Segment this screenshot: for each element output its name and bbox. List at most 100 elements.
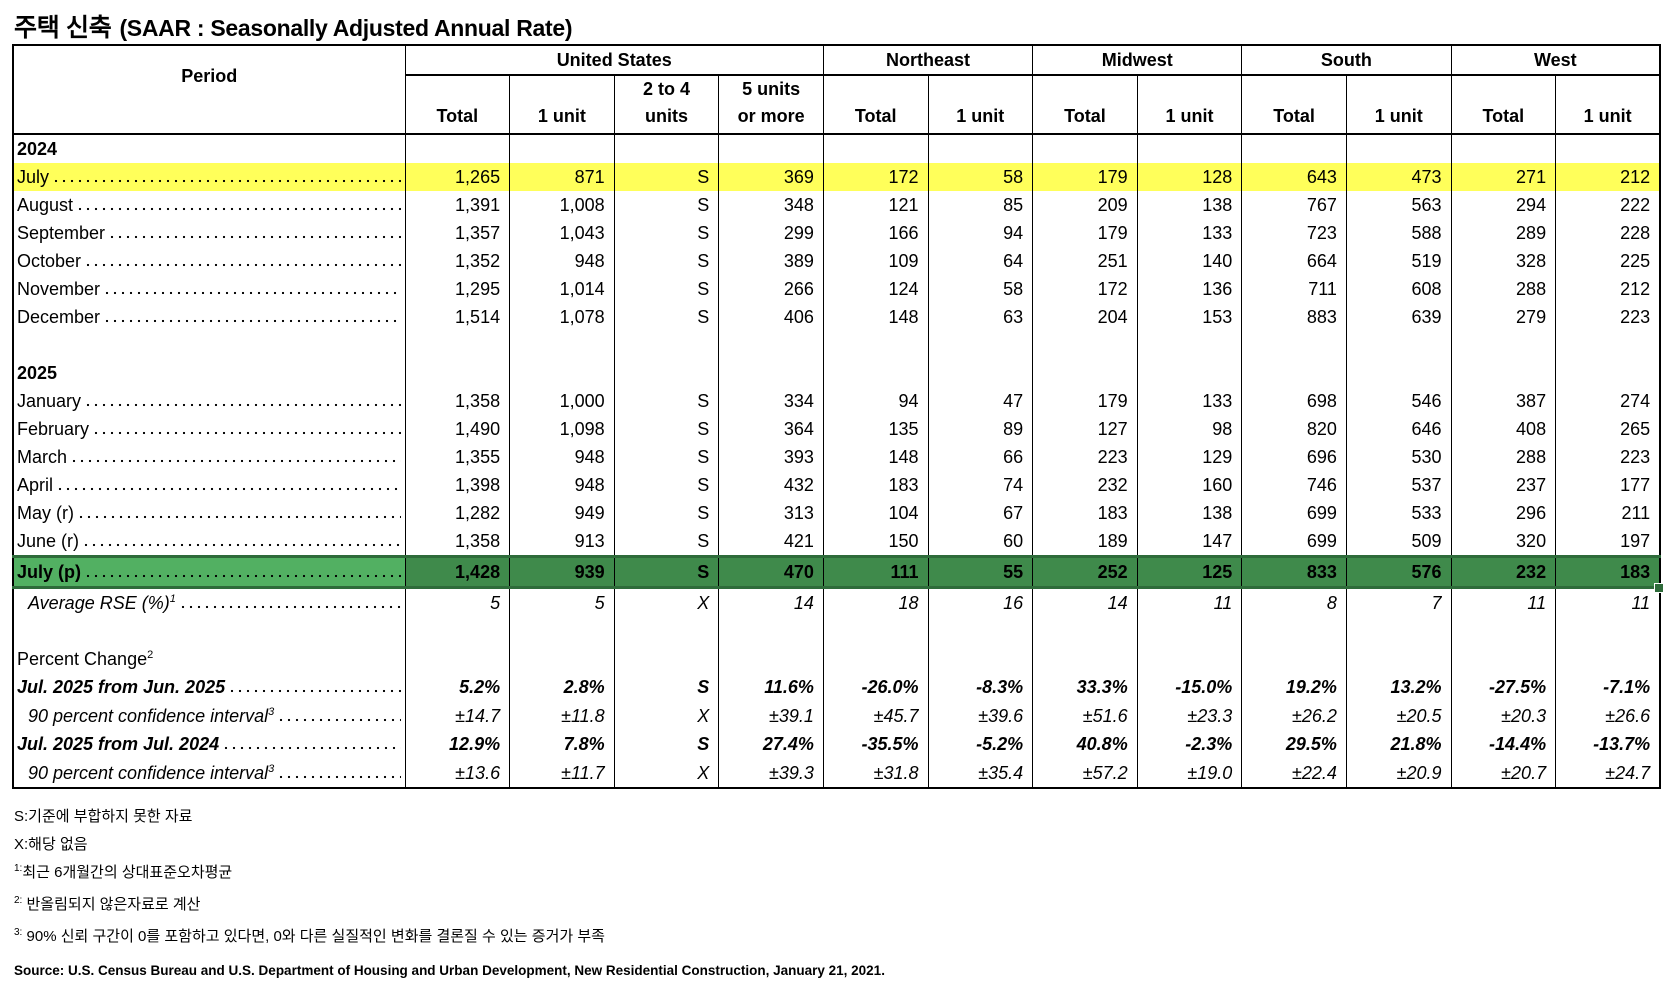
empty-cell [1241, 617, 1347, 641]
value-cell: S [613, 219, 720, 247]
footnote-number: 2: [14, 895, 23, 906]
table-row: May (r) 1,282 949 S 313 104 67 183 138 699 533 296 2… [12, 499, 1661, 527]
source-note: Source: U.S. Census Bureau and U.S. Depa… [14, 963, 885, 978]
period-label-wrap: May (r) [17, 499, 401, 527]
empty-cell [1555, 617, 1661, 641]
value-cell: 8 [1241, 587, 1347, 617]
value-cell: 11 [1555, 587, 1661, 617]
value-cell [1032, 359, 1138, 387]
value-cell: 7 [1345, 587, 1452, 617]
value-cell: S [613, 527, 720, 557]
value-cell: 140 [1136, 247, 1243, 275]
value-cell: 509 [1345, 527, 1452, 557]
value-cell: 913 [509, 527, 615, 557]
value-cell: 19.2% [1241, 673, 1347, 702]
value-cell [718, 134, 824, 163]
value-cell: 166 [822, 219, 929, 247]
period-label: February [17, 419, 90, 439]
value-cell: S [613, 499, 720, 527]
housing-starts-table: Period United States Northeast Midwest South… [12, 44, 1662, 789]
dot-leader [103, 319, 401, 323]
period-label-wrap: June (r) [17, 527, 401, 555]
value-cell: S [613, 191, 720, 219]
value-cell [1136, 331, 1243, 359]
period-label: Average RSE (%)1 [28, 593, 176, 613]
value-cell: 296 [1450, 499, 1557, 527]
value-cell: 21.8% [1345, 730, 1452, 759]
period-label-wrap: Average RSE (%)1 [28, 589, 401, 617]
table-row: Jul. 2025 from Jun. 2025 5.2% 2.8% S 11.6% -2… [12, 673, 1661, 702]
footnote-number: 1: [14, 863, 23, 874]
value-cell: 14 [1032, 587, 1138, 617]
value-cell: ±14.7 [404, 701, 511, 730]
value-cell: 148 [822, 303, 929, 331]
empty-cell [1345, 617, 1452, 641]
value-cell: 470 [718, 555, 824, 589]
value-cell: 40.8% [1032, 730, 1138, 759]
empty-cell [12, 617, 406, 641]
value-cell [1450, 331, 1557, 359]
value-cell: 222 [1555, 191, 1661, 219]
value-cell [404, 641, 511, 673]
value-cell: 150 [822, 527, 929, 557]
value-cell: 55 [927, 555, 1034, 589]
value-cell: -27.5% [1450, 673, 1557, 702]
value-cell [509, 134, 615, 163]
footnote-text: X:해당 없음 [14, 836, 88, 853]
value-cell: 128 [1136, 163, 1243, 191]
value-cell: 94 [822, 387, 929, 415]
value-cell [1136, 359, 1243, 387]
value-cell: 153 [1136, 303, 1243, 331]
value-cell: ±23.3 [1136, 701, 1243, 730]
footnote-text: 최근 6개월간의 상대표준오차평균 [22, 864, 233, 881]
period-cell: 2024 [12, 134, 406, 163]
spacer-row [12, 617, 1661, 641]
value-cell: 148 [822, 443, 929, 471]
value-cell [613, 134, 720, 163]
value-cell [1555, 134, 1661, 163]
period-label-wrap: 2025 [17, 359, 401, 387]
period-cell: May (r) [12, 499, 406, 527]
value-cell: ±39.3 [718, 758, 824, 788]
dot-leader [222, 746, 401, 751]
value-cell: 546 [1345, 387, 1452, 415]
value-cell: 74 [927, 471, 1034, 499]
value-cell: 274 [1555, 387, 1661, 415]
value-cell: 271 [1450, 163, 1557, 191]
value-cell: 58 [927, 163, 1034, 191]
value-cell: 588 [1345, 219, 1452, 247]
column-header: 1 unit [1345, 75, 1452, 135]
period-label: Percent Change2 [17, 649, 154, 669]
empty-cell [1450, 617, 1557, 641]
period-label: January [17, 391, 82, 411]
value-cell: 223 [1555, 443, 1661, 471]
region-header: South [1241, 45, 1452, 76]
value-cell [1136, 641, 1243, 673]
value-cell [1241, 641, 1347, 673]
value-cell [404, 331, 511, 359]
value-cell: 723 [1241, 219, 1347, 247]
selection-fill-handle[interactable] [1654, 583, 1664, 593]
column-header: 1 unit [927, 75, 1034, 135]
period-cell: July [12, 163, 406, 191]
value-cell: S [613, 415, 720, 443]
table-row: 90 percent confidence interval3 ±13.6 ±11.… [12, 758, 1661, 788]
value-cell: 1,358 [404, 527, 511, 557]
table-row: October 1,352 948 S 389 109 64 251 140 664 519 328 2… [12, 247, 1661, 275]
column-header: 1 unit [509, 75, 615, 135]
period-label-wrap: 90 percent confidence interval3 [28, 702, 401, 730]
value-cell: ±20.9 [1345, 758, 1452, 788]
value-cell: 85 [927, 191, 1034, 219]
value-cell: -7.1% [1555, 673, 1661, 702]
dot-leader [84, 263, 401, 267]
period-header: Period [12, 45, 406, 135]
value-cell: 1,355 [404, 443, 511, 471]
value-cell: 519 [1345, 247, 1452, 275]
footnote-marker: 3 [268, 762, 275, 775]
value-cell: 299 [718, 219, 824, 247]
value-cell: 11 [1450, 587, 1557, 617]
period-label: September [17, 223, 106, 243]
value-cell [404, 359, 511, 387]
value-cell: 432 [718, 471, 824, 499]
value-cell: X [613, 587, 720, 617]
